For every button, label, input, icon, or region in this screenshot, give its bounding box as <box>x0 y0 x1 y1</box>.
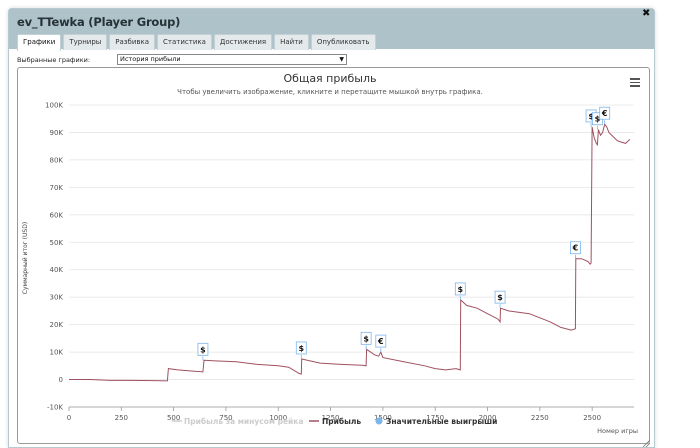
marker-flag <box>570 241 581 255</box>
tab-publish[interactable]: Опубликовать <box>310 34 376 50</box>
marker-flag <box>360 331 372 345</box>
y-tick-label: 0 <box>59 376 63 384</box>
big-win-marker[interactable]: $ <box>197 342 209 361</box>
big-win-markers: $ $$ €$$€$ $€ <box>197 106 611 361</box>
marker-flag <box>599 106 611 120</box>
x-tick-label: 500 <box>167 414 180 422</box>
marker-flag <box>375 334 387 348</box>
x-axis-ticks: 0 250 500 750 1000 1250 1500 1750 2000 2250 2500 <box>67 406 634 422</box>
chart-select-value: История прибыли <box>120 55 181 63</box>
series-lines <box>69 123 631 382</box>
profit-line <box>69 123 631 382</box>
marker-flag <box>197 342 209 356</box>
marker-label: $ <box>200 345 206 354</box>
marker-label: $ <box>298 344 304 353</box>
close-icon[interactable]: ✖ <box>642 8 651 19</box>
x-tick-label: 0 <box>67 414 71 422</box>
big-win-marker[interactable]: $ <box>360 331 372 350</box>
x-axis-label: Номер игры <box>597 427 638 435</box>
big-win-marker[interactable]: $ <box>494 290 506 309</box>
chart-select-label: Выбранные графики: <box>17 56 91 64</box>
dialog-window: ev_TTewka (Player Group) ✖ Графики Турни… <box>8 8 655 448</box>
y-tick-label: 80K <box>50 156 64 164</box>
tab-breakdown[interactable]: Разбивка <box>109 34 156 50</box>
marker-flag <box>454 282 466 296</box>
y-tick-label: 90K <box>50 129 64 137</box>
chart-select[interactable]: История прибыли ▼ <box>117 54 347 65</box>
marker-label: $ <box>363 334 369 343</box>
tab-charts[interactable]: Графики <box>17 34 62 51</box>
marker-label: € <box>377 337 384 346</box>
chart-title: Общая прибыль <box>284 72 377 85</box>
chevron-down-icon: ▼ <box>339 56 344 63</box>
chart-menu-icon[interactable] <box>630 78 640 87</box>
grid-lines <box>69 104 634 408</box>
tab-statistics[interactable]: Статистика <box>157 34 212 50</box>
big-win-marker[interactable]: € <box>570 241 581 259</box>
marker-flag <box>295 341 307 355</box>
marker-label: € <box>601 109 608 118</box>
y-axis-ticks: -10K 0 10K 20K 30K 40K 50K 60K 70K 80K 90K 100K <box>45 102 63 412</box>
x-tick-label: 1500 <box>374 414 392 422</box>
y-tick-label: 30K <box>50 294 64 302</box>
y-tick-label: 50K <box>50 239 64 247</box>
y-tick-label: 10K <box>50 349 64 357</box>
tab-bar: Графики Турниры Разбивка Статистика Дост… <box>17 34 378 51</box>
marker-label: $ <box>497 293 503 302</box>
big-win-marker[interactable]: € <box>599 106 611 125</box>
window-title: ev_TTewka (Player Group) <box>17 15 181 29</box>
legend-profit-label[interactable]: Прибыль <box>322 417 361 426</box>
tab-achievements[interactable]: Достижения <box>213 34 273 50</box>
y-tick-label: 60K <box>50 211 64 219</box>
chart-legend: Прибыль за минусом рейка Прибыль Значите… <box>172 417 497 426</box>
chart-container[interactable]: Общая прибыль Чтобы увеличить изображени… <box>17 67 650 444</box>
big-win-marker[interactable]: € <box>375 334 387 353</box>
y-tick-label: 70K <box>50 184 64 192</box>
x-tick-label: 1250 <box>322 414 340 422</box>
x-tick-label: 2500 <box>583 414 601 422</box>
y-tick-label: 100K <box>45 102 63 110</box>
y-tick-label: -10K <box>47 404 63 412</box>
big-win-marker[interactable]: $ <box>454 282 466 300</box>
resize-grip-icon[interactable] <box>642 439 650 447</box>
tab-tournaments[interactable]: Турниры <box>63 34 108 50</box>
legend-bigwins-label[interactable]: Значительные выигрыши <box>386 417 497 426</box>
x-tick-label: 1750 <box>426 414 444 422</box>
y-tick-label: 40K <box>50 266 64 274</box>
marker-label: € <box>572 244 579 253</box>
legend-bigwins-swatch <box>375 417 383 425</box>
marker-flag <box>494 290 506 304</box>
tab-find[interactable]: Найти <box>274 34 309 50</box>
x-tick-label: 750 <box>219 414 232 422</box>
x-tick-label: 250 <box>115 414 128 422</box>
y-axis-label: Суммарный итог (USD) <box>22 222 29 294</box>
marker-label: $ <box>588 112 594 121</box>
legend-rake-label[interactable]: Прибыль за минусом рейка <box>184 417 303 426</box>
y-tick-label: 20K <box>50 321 64 329</box>
big-win-marker[interactable]: $ <box>295 341 307 359</box>
x-tick-label: 1000 <box>269 414 287 422</box>
marker-label: $ <box>458 285 464 294</box>
chart-subtitle: Чтобы увеличить изображение, кликните и … <box>177 88 483 96</box>
x-tick-label: 2000 <box>479 414 497 422</box>
marker-label: $ <box>595 115 601 124</box>
profit-chart[interactable]: Общая прибыль Чтобы увеличить изображени… <box>18 68 649 443</box>
x-tick-label: 2250 <box>531 414 549 422</box>
